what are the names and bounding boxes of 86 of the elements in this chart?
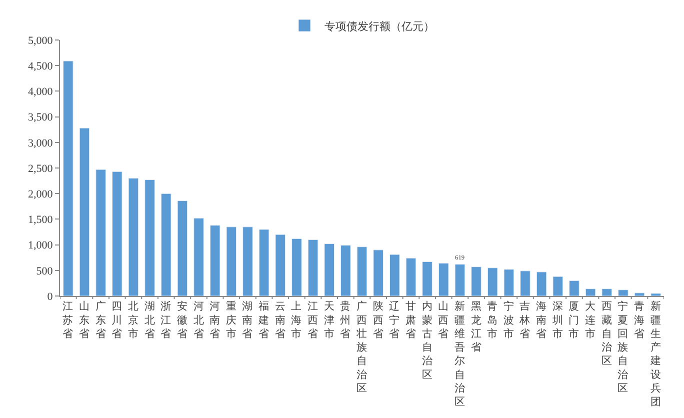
- bar: [96, 169, 106, 296]
- bar: [422, 261, 432, 296]
- bar: [585, 288, 596, 296]
- x-tick-label: 湖南省: [242, 300, 254, 340]
- x-tick-label: 宁夏回族自治区: [618, 300, 629, 394]
- y-tick-label: 500: [36, 265, 54, 278]
- bar: [226, 226, 237, 296]
- bar: [160, 193, 172, 296]
- y-tick-label: 4,000: [28, 86, 54, 98]
- y-tick-label: 2,000: [28, 188, 54, 200]
- x-tick-label: 湖北省: [144, 300, 156, 340]
- bar: [602, 288, 612, 296]
- x-tick-label: 贵州省: [340, 300, 352, 340]
- bar: [210, 225, 220, 296]
- bar: [552, 276, 564, 296]
- bar: [275, 234, 286, 296]
- x-tick-label: 山西省: [438, 300, 450, 340]
- bar: [308, 239, 318, 296]
- x-tick-label: 山东省: [78, 300, 90, 340]
- bar: [177, 200, 188, 296]
- bar: [520, 270, 530, 296]
- bar: [487, 268, 498, 296]
- x-tick-label: 深圳市: [551, 300, 564, 340]
- bar: [128, 178, 139, 296]
- y-tick-label: 5,000: [28, 34, 54, 47]
- y-tick-label: 0: [47, 290, 54, 303]
- x-tick-label: 云南省: [274, 300, 286, 340]
- x-tick-label: 上海市: [291, 300, 302, 340]
- bar: [373, 250, 384, 296]
- x-tick-label: 河北省: [193, 300, 204, 340]
- bar: [390, 254, 400, 296]
- x-tick-label: 新疆维吾尔自治区: [454, 300, 466, 408]
- x-tick-label: 天津市: [324, 300, 335, 340]
- x-tick-label: 新疆生产建设兵团: [649, 300, 662, 408]
- bar: [536, 272, 547, 296]
- bar: [356, 246, 368, 296]
- x-tick-label: 浙江省: [160, 300, 172, 340]
- x-tick-label: 西藏自治区: [601, 300, 612, 368]
- x-tick-label: 广东省: [95, 300, 106, 340]
- x-tick-label: 内蒙古自治区: [422, 300, 433, 381]
- x-tick-label: 福建省: [258, 300, 270, 340]
- bar: [292, 238, 302, 296]
- x-tick-label: 辽宁省: [389, 300, 400, 340]
- bar: [471, 266, 482, 296]
- bar: [242, 226, 253, 296]
- x-tick-label: 河南省: [210, 300, 221, 340]
- x-tick-label: 海南省: [536, 300, 548, 340]
- x-tick-label: 安徽省: [176, 300, 188, 340]
- y-tick-label: 2,500: [28, 162, 54, 175]
- y-tick-label: 1,500: [28, 214, 54, 226]
- x-tick-label: 北京市: [128, 300, 139, 340]
- bar: [324, 244, 334, 296]
- bar: [569, 280, 580, 296]
- bar: [634, 292, 645, 296]
- y-tick-label: 4,500: [28, 60, 54, 72]
- bar: [144, 180, 155, 296]
- x-tick-label: 青岛市: [487, 300, 498, 340]
- bar: [618, 290, 628, 296]
- bar: [194, 218, 204, 296]
- x-tick-label: 吉林省: [518, 300, 531, 340]
- y-tick-label: 1,000: [28, 240, 54, 252]
- x-tick-label: 四川省: [112, 300, 123, 340]
- legend-label: 专项债发行额（亿元）: [324, 20, 434, 33]
- bar: [258, 229, 270, 296]
- x-tick-label: 重庆市: [226, 300, 237, 340]
- x-tick-label: 广西壮族自治区: [356, 300, 368, 394]
- bar: [406, 258, 416, 296]
- x-tick-label: 黑龙江省: [470, 300, 482, 354]
- bar: [79, 128, 90, 296]
- x-tick-label: 江苏省: [62, 300, 74, 340]
- bar: [112, 171, 122, 296]
- bar: [63, 60, 74, 296]
- x-tick-label: 厦门市: [568, 300, 580, 340]
- x-tick-label: 陕西省: [372, 300, 384, 340]
- x-tick-label: 青海省: [634, 300, 646, 340]
- x-tick-label: 宁波市: [503, 300, 514, 340]
- x-tick-label: 甘肃省: [405, 300, 416, 340]
- bar: [650, 293, 661, 296]
- bar: [454, 264, 466, 296]
- bar: [504, 269, 514, 296]
- x-tick-label: 江西省: [308, 300, 319, 340]
- y-tick-label: 3,000: [28, 137, 54, 150]
- bar: [438, 262, 449, 296]
- bar: [340, 245, 351, 296]
- x-tick-label: 大连市: [585, 300, 596, 340]
- y-tick-label: 3,500: [28, 112, 54, 124]
